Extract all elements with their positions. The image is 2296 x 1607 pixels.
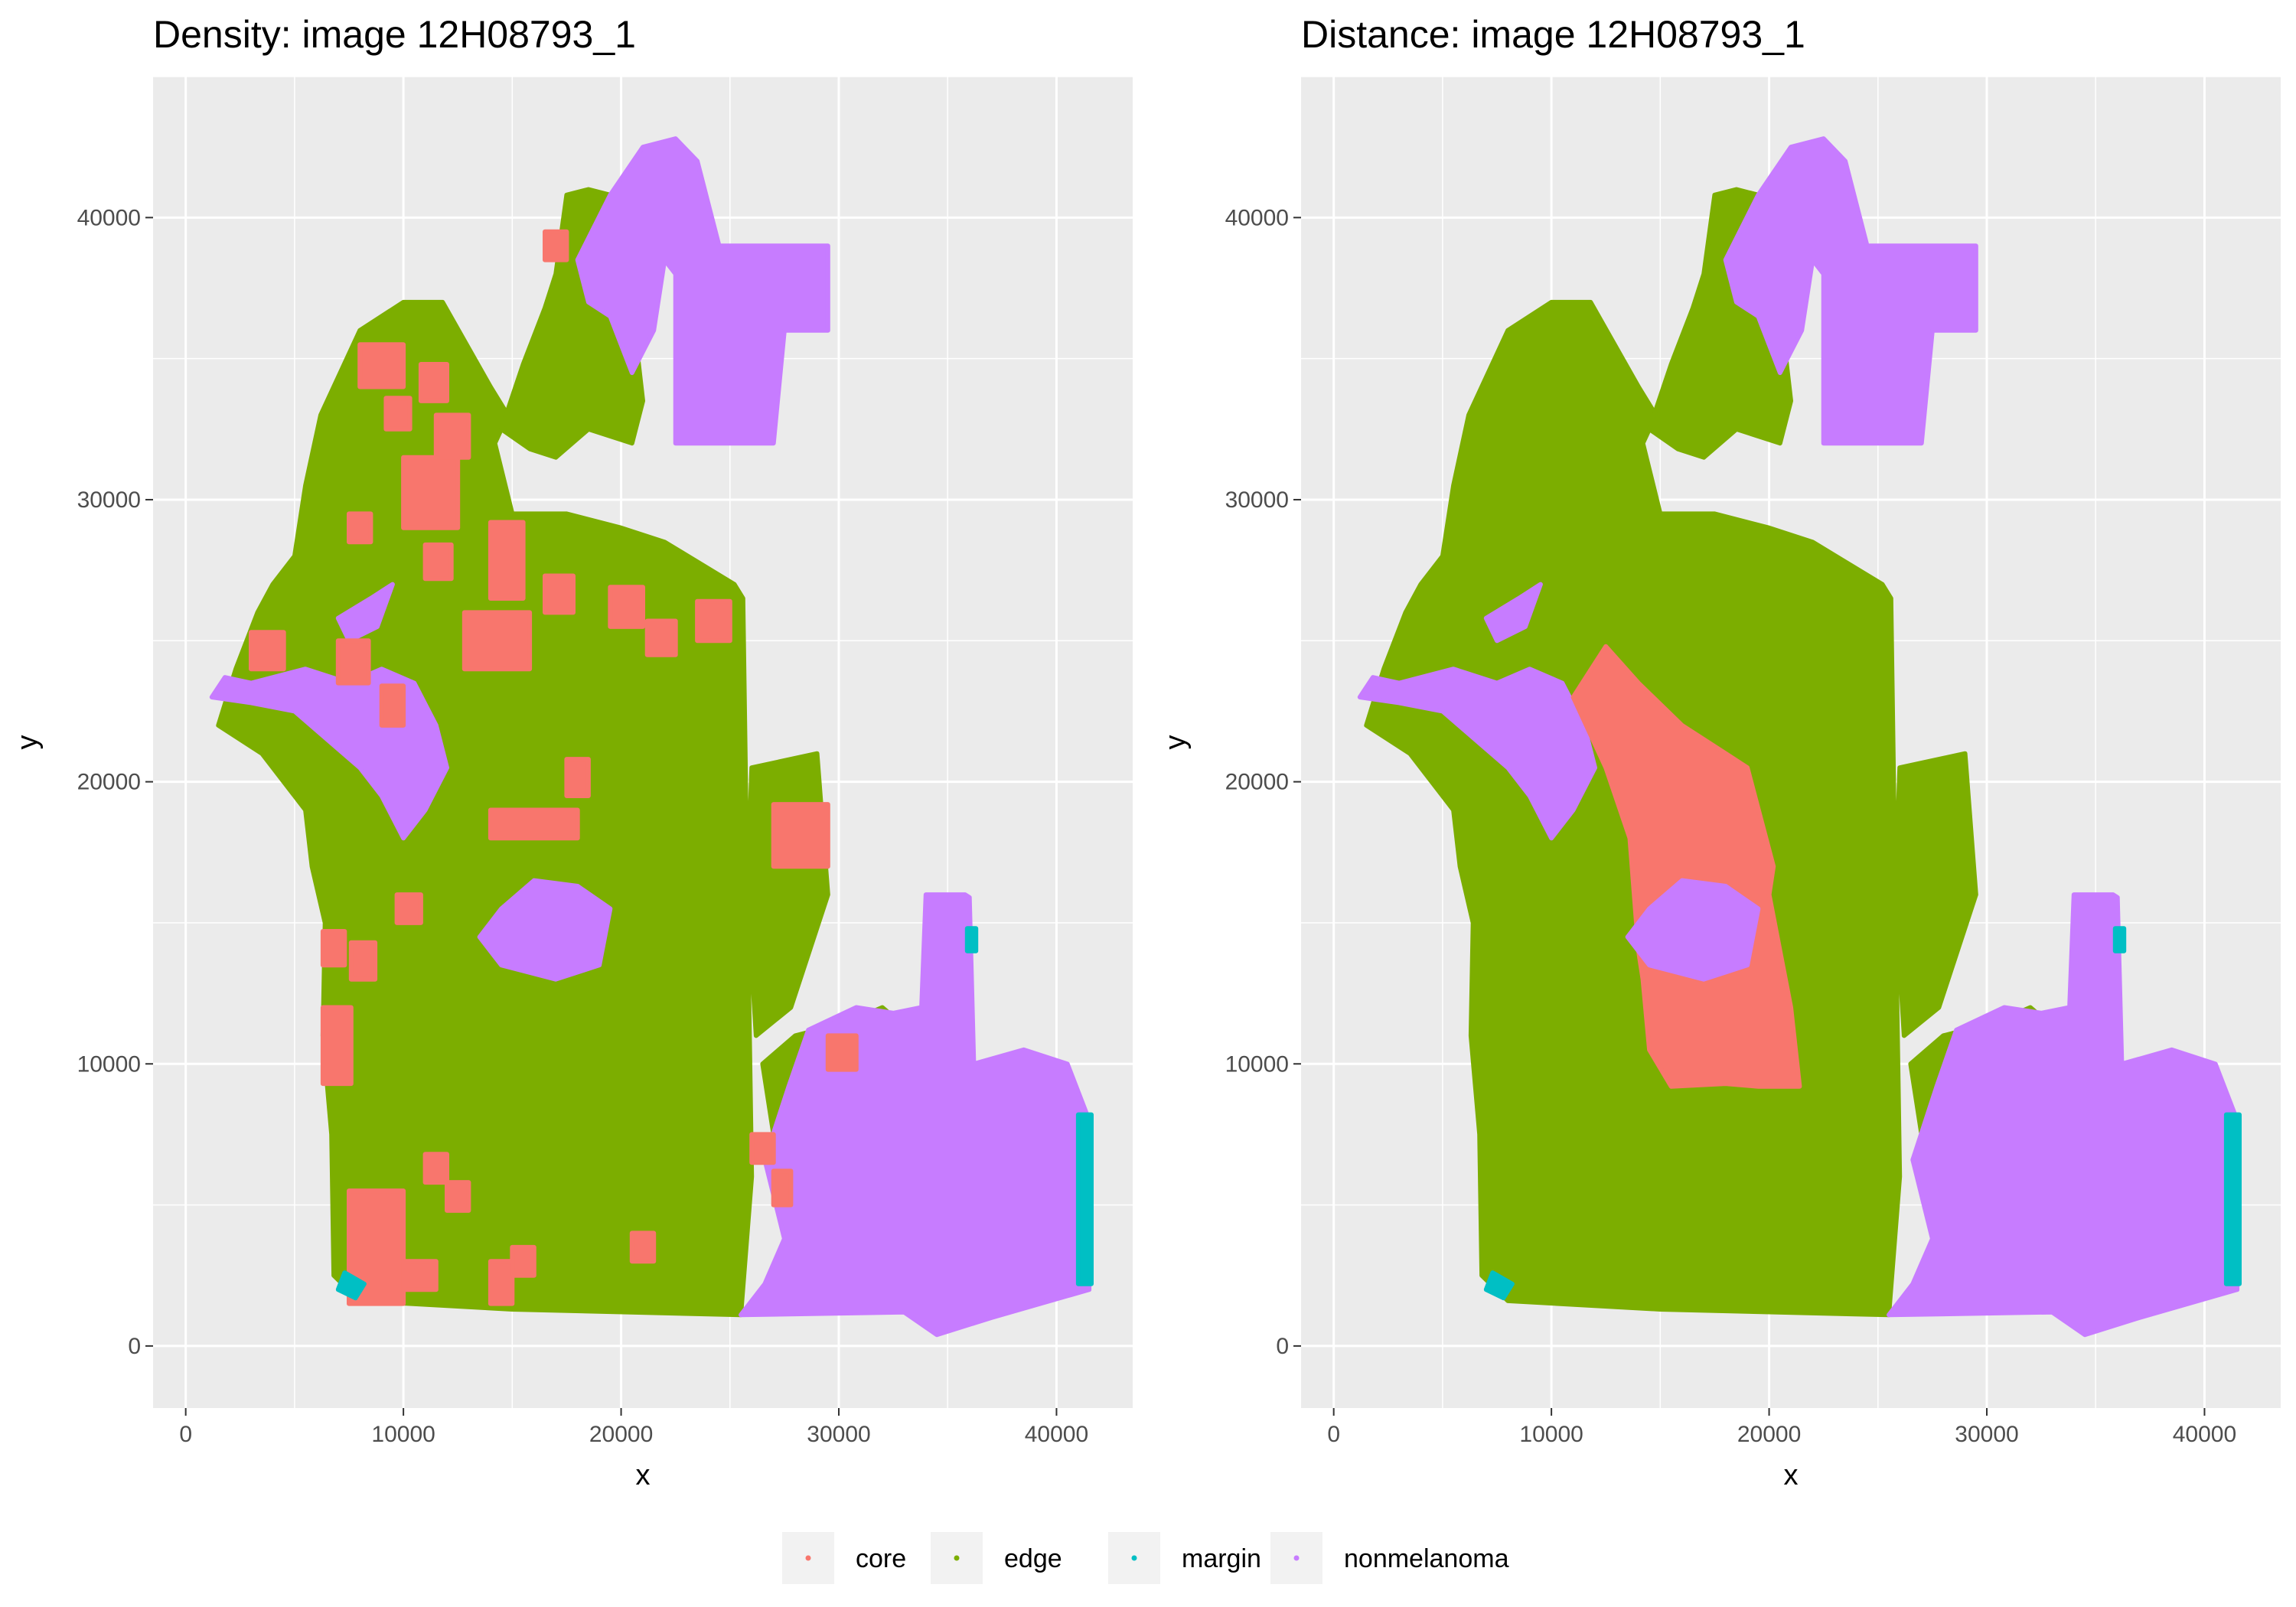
- y-tick-label: 0: [1276, 1334, 1289, 1359]
- y-tick-label: 10000: [1225, 1051, 1289, 1077]
- point-cluster-core: [543, 229, 569, 262]
- y-tick-label: 20000: [77, 770, 141, 795]
- point-cluster-core: [347, 1188, 406, 1306]
- legend-key-dot: [954, 1555, 960, 1561]
- point-cluster-nonmelanoma: [1357, 667, 1597, 841]
- legend-label: nonmelanoma: [1344, 1544, 1509, 1573]
- point-cluster-core: [608, 585, 645, 629]
- point-cluster-core: [249, 630, 286, 672]
- point-cluster-core: [695, 598, 732, 644]
- point-cluster-core: [394, 892, 423, 925]
- point-cluster-core: [320, 1005, 354, 1087]
- point-cluster-core: [644, 618, 678, 657]
- y-tick-label: 0: [128, 1334, 141, 1359]
- x-tick-label: 40000: [2173, 1422, 2236, 1447]
- legend-item-nonmelanoma: nonmelanoma: [1270, 1532, 1509, 1584]
- x-tick-label: 40000: [1025, 1422, 1088, 1447]
- x-axis-label: x: [636, 1459, 651, 1485]
- y-tick-label: 40000: [1225, 205, 1289, 230]
- legend-item-margin: margin: [1108, 1532, 1261, 1584]
- legend-key-dot: [805, 1555, 811, 1561]
- legend-label: core: [856, 1544, 906, 1573]
- plot-title: Density: image 12H08793_1: [153, 13, 636, 56]
- y-axis-label: y: [11, 735, 44, 750]
- point-cluster-margin: [1075, 1112, 1094, 1286]
- legend-key-dot: [1131, 1555, 1137, 1561]
- point-cluster-core: [825, 1033, 859, 1072]
- point-cluster-core: [771, 802, 830, 869]
- point-cluster-core: [629, 1231, 657, 1264]
- x-tick-label: 20000: [1737, 1422, 1801, 1447]
- point-cluster-nonmelanoma: [1723, 136, 1978, 446]
- data-points: [1357, 136, 2242, 1338]
- point-cluster-core: [401, 1259, 439, 1292]
- legend: core edge margin nonmelanoma: [0, 1523, 2296, 1599]
- point-cluster-core: [383, 396, 413, 432]
- point-cluster-nonmelanoma: [575, 136, 830, 446]
- point-cluster-nonmelanoma: [1483, 582, 1543, 644]
- legend-item-edge: edge: [931, 1532, 1062, 1584]
- point-cluster-core: [422, 542, 454, 582]
- y-tick-label: 20000: [1225, 770, 1289, 795]
- legend-svg: core edge margin nonmelanoma: [782, 1532, 1509, 1584]
- point-cluster-core: [433, 412, 471, 460]
- point-cluster-core: [488, 520, 526, 601]
- point-cluster-core: [488, 1259, 515, 1306]
- density-plot: Density: image 12H08793_1 0 10000 20000 3000…: [0, 0, 1148, 1485]
- point-cluster-core: [543, 573, 576, 615]
- point-cluster-core: [488, 807, 580, 841]
- point-cluster-core: [320, 929, 347, 968]
- point-cluster-nonmelanoma: [335, 582, 395, 644]
- point-cluster-margin: [1483, 1270, 1515, 1301]
- plot-title: Distance: image 12H08793_1: [1301, 13, 1805, 56]
- point-cluster-core: [771, 1169, 794, 1208]
- point-cluster-core: [418, 362, 449, 403]
- point-cluster-core: [357, 342, 406, 390]
- y-tick-label: 10000: [77, 1051, 141, 1077]
- point-cluster-core: [564, 757, 591, 798]
- point-cluster-core: [335, 638, 371, 686]
- y-tick-label: 30000: [1225, 487, 1289, 513]
- point-cluster-margin: [2223, 1112, 2242, 1286]
- point-cluster-margin: [2112, 926, 2127, 953]
- y-axis-label: y: [1159, 735, 1192, 750]
- x-axis-label: x: [1784, 1459, 1799, 1485]
- x-tick-label: 30000: [1955, 1422, 2018, 1447]
- density-plot-svg: Density: image 12H08793_1 0 10000 20000 3000…: [11, 13, 1133, 1485]
- x-tick-label: 20000: [589, 1422, 653, 1447]
- point-cluster-nonmelanoma: [477, 878, 613, 982]
- y-tick-label: 40000: [77, 205, 141, 230]
- point-cluster-core: [749, 1132, 776, 1165]
- legend-label: edge: [1004, 1544, 1062, 1573]
- x-tick-label: 10000: [371, 1422, 435, 1447]
- x-tick-label: 0: [179, 1422, 192, 1447]
- point-cluster-core: [347, 511, 373, 545]
- data-points: [209, 136, 1094, 1338]
- legend-key-dot: [1293, 1555, 1300, 1561]
- point-cluster-nonmelanoma: [1625, 878, 1761, 982]
- point-cluster-core: [461, 610, 533, 672]
- point-cluster-margin: [964, 926, 979, 953]
- legend-item-core: core: [782, 1532, 906, 1584]
- point-cluster-nonmelanoma: [1887, 892, 2240, 1338]
- point-cluster-core: [401, 455, 461, 530]
- point-cluster-core: [422, 1152, 449, 1185]
- point-cluster-core: [379, 683, 406, 728]
- y-tick-label: 30000: [77, 487, 141, 513]
- point-cluster-core: [510, 1244, 536, 1278]
- point-cluster-core: [348, 940, 378, 982]
- point-cluster-margin: [335, 1270, 367, 1301]
- distance-plot-svg: Distance: image 12H08793_1 0 10000 20000 300…: [1159, 13, 2281, 1485]
- x-tick-label: 10000: [1519, 1422, 1583, 1447]
- x-tick-label: 0: [1327, 1422, 1340, 1447]
- point-cluster-core: [445, 1180, 471, 1213]
- distance-plot: Distance: image 12H08793_1 0 10000 20000 300…: [1148, 0, 2296, 1485]
- legend-label: margin: [1182, 1544, 1261, 1573]
- x-tick-label: 30000: [807, 1422, 870, 1447]
